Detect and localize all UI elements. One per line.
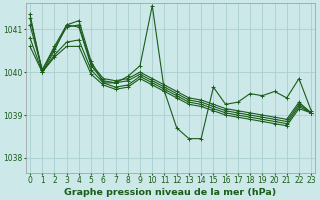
- X-axis label: Graphe pression niveau de la mer (hPa): Graphe pression niveau de la mer (hPa): [64, 188, 277, 197]
